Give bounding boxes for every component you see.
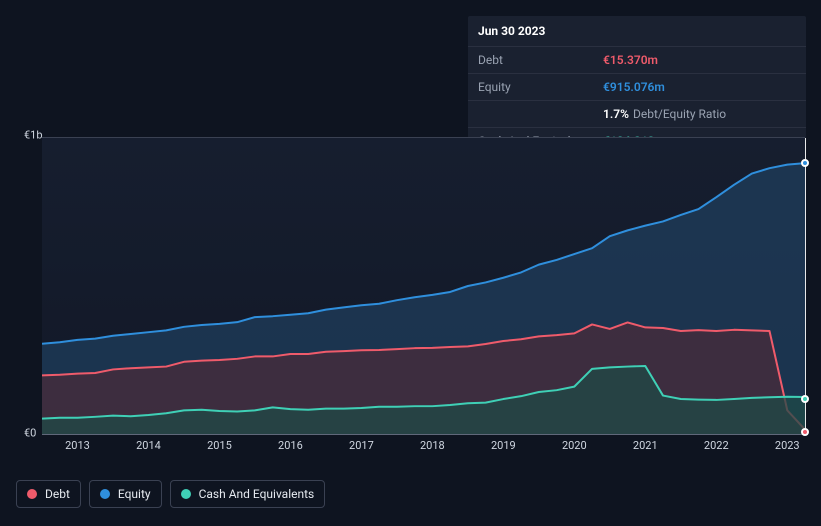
legend-item-debt[interactable]: Debt — [16, 480, 81, 508]
hover-dot — [801, 395, 809, 403]
x-tick: 2014 — [136, 439, 161, 452]
tooltip-value: 1.7% Debt/Equity Ratio — [603, 107, 726, 121]
x-tick: 2023 — [775, 439, 800, 452]
x-tick: 2016 — [278, 439, 303, 452]
tooltip-row-equity: Equity €915.076m — [468, 74, 806, 101]
hover-dot — [801, 159, 809, 167]
legend-item-cash[interactable]: Cash And Equivalents — [170, 480, 326, 508]
tooltip-value: €15.370m — [603, 53, 658, 67]
tooltip-value: €915.076m — [603, 80, 665, 94]
legend: Debt Equity Cash And Equivalents — [16, 480, 325, 508]
x-tick: 2018 — [420, 439, 445, 452]
ratio-value: 1.7% — [603, 107, 629, 121]
x-tick: 2015 — [207, 439, 232, 452]
legend-swatch — [181, 489, 191, 499]
tooltip-row-ratio: 1.7% Debt/Equity Ratio — [468, 101, 806, 128]
x-tick: 2017 — [349, 439, 374, 452]
hover-dot — [801, 428, 809, 436]
chart[interactable]: €1b €0 201320142015201620172018201920202… — [16, 125, 805, 465]
x-axis: 2013 2014 2015 2016 2017 2018 2019 2020 2021 2022… — [42, 439, 805, 457]
legend-label: Debt — [45, 487, 70, 501]
plot-area[interactable] — [42, 137, 805, 435]
tooltip-label: Equity — [478, 80, 603, 94]
legend-swatch — [100, 489, 110, 499]
tooltip-label: Debt — [478, 53, 603, 67]
x-tick: 2013 — [65, 439, 90, 452]
legend-label: Cash And Equivalents — [199, 487, 315, 501]
hover-line — [805, 138, 806, 434]
x-tick: 2022 — [704, 439, 729, 452]
series-svg — [42, 138, 805, 434]
legend-swatch — [27, 489, 37, 499]
y-axis-label-bottom: €0 — [24, 427, 36, 440]
tooltip-date: Jun 30 2023 — [468, 16, 806, 47]
x-tick: 2019 — [491, 439, 516, 452]
y-axis-label-top: €1b — [24, 129, 43, 142]
x-tick: 2021 — [633, 439, 658, 452]
legend-label: Equity — [118, 487, 151, 501]
ratio-suffix: Debt/Equity Ratio — [633, 107, 726, 121]
legend-item-equity[interactable]: Equity — [89, 480, 162, 508]
x-tick: 2020 — [562, 439, 587, 452]
tooltip-row-debt: Debt €15.370m — [468, 47, 806, 74]
